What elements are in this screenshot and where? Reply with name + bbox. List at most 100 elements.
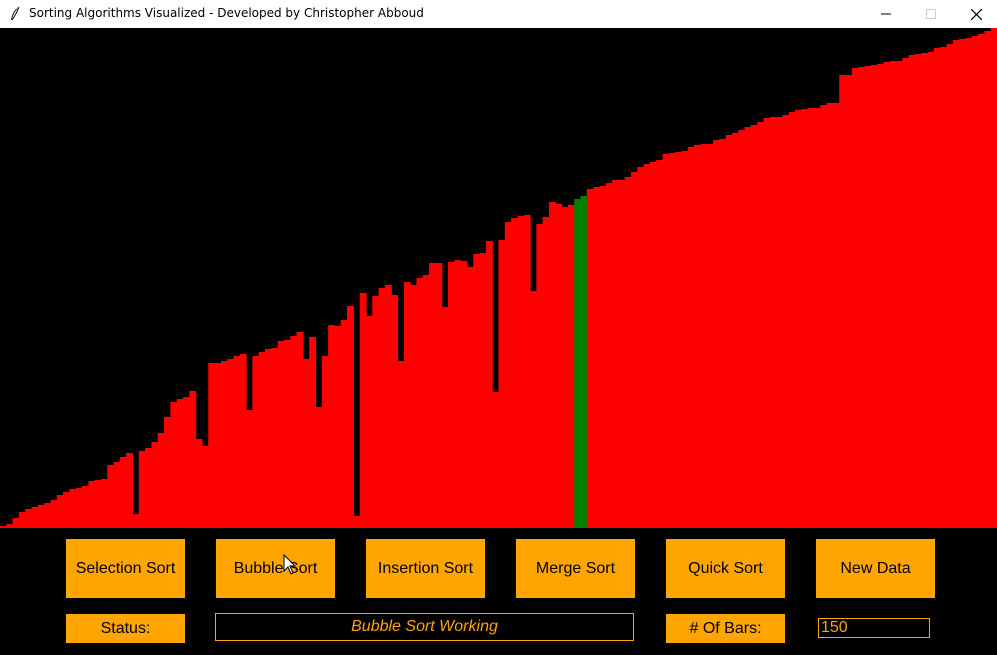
bar [485,241,493,528]
window-title: Sorting Algorithms Visualized - Develope… [29,6,424,20]
bar [927,52,935,528]
bar [359,293,367,528]
bar [946,44,954,528]
new-data-button[interactable]: New Data [816,539,935,598]
bar [744,127,752,528]
quick-sort-button[interactable]: Quick Sort [666,539,785,598]
bar [473,254,481,528]
bar [189,391,197,528]
bar [454,260,462,528]
bar [164,417,171,528]
bar [706,144,714,528]
bar [378,288,386,528]
bar [940,47,948,528]
bar [618,180,626,528]
bar [567,205,575,528]
bar [309,337,317,528]
bar [138,451,146,528]
bar [353,516,361,528]
bar [738,130,746,528]
bar [599,186,607,528]
bar [365,316,373,528]
bar [921,53,929,528]
minimize-button[interactable] [863,0,909,28]
bar [845,75,853,528]
bar [933,48,941,528]
bar [321,356,329,528]
bar [290,336,298,528]
bar [788,112,796,528]
bar [832,103,840,528]
bar [384,285,392,528]
bar [631,172,638,528]
bar [612,180,619,528]
bar [340,320,348,528]
bar [265,349,272,528]
bar [675,152,683,528]
bar [517,216,525,528]
bar [952,40,960,528]
bar [132,514,140,528]
bar [719,139,727,528]
bar [88,481,96,528]
bar [214,363,222,528]
bar [643,164,651,528]
bar [82,486,89,528]
close-icon [970,8,982,20]
bar [586,189,594,528]
bar [246,410,253,528]
bar [429,263,436,528]
bar [694,145,702,528]
bar [858,67,866,528]
bar [839,75,847,528]
selection-sort-button[interactable]: Selection Sort [66,539,185,598]
bar [44,503,52,528]
bar [347,306,354,528]
bubble-sort-button[interactable]: Bubble Sort [216,539,335,598]
bar [56,495,64,528]
bars-count-label: # Of Bars: [666,614,785,643]
bar [713,140,720,528]
bar [561,207,569,528]
bar [574,199,582,528]
maximize-button[interactable] [908,0,954,28]
bar [252,356,260,528]
bar [25,509,33,528]
insertion-sort-button[interactable]: Insertion Sort [366,539,485,598]
bar [864,66,872,528]
bar [410,285,418,528]
bar [170,402,178,528]
bar [37,505,45,528]
bar [435,263,443,528]
bar [750,125,758,528]
mouse-cursor-icon [283,554,297,575]
bar [448,262,455,528]
bar [687,147,695,528]
bar [555,204,563,528]
bar [113,462,121,528]
bar [63,492,71,528]
bar [498,240,506,528]
bar [870,65,878,528]
bar [94,480,102,528]
bar [984,31,992,528]
bars-count-input[interactable] [818,618,930,638]
merge-sort-button[interactable]: Merge Sort [516,539,635,598]
bar [656,160,664,528]
status-label: Status: [66,614,185,643]
bar [12,518,20,528]
bar [700,144,708,528]
bar [536,224,544,528]
bar [649,162,657,528]
bar [0,526,7,528]
bar [50,500,58,528]
bar [795,110,802,528]
bar [662,154,670,528]
bar [757,122,765,528]
close-button[interactable] [953,0,997,28]
bar [31,507,39,528]
bar-chart [0,28,997,528]
bar [978,34,985,528]
bar [283,340,291,528]
bar [126,453,134,528]
